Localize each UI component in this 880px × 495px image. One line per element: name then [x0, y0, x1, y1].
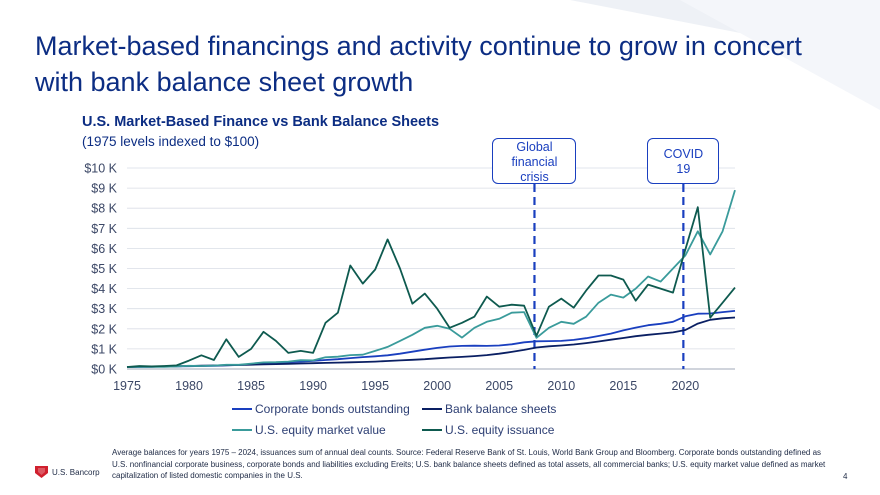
y-tick-label: $10 K [84, 162, 117, 176]
gfc-callout-line-2: financial [511, 155, 558, 169]
x-tick-label: 2005 [485, 379, 513, 393]
chart-title: U.S. Market-Based Finance vs Bank Balanc… [82, 114, 440, 130]
company-logo: U.S. Bancorp [35, 466, 100, 478]
equity-issuance-line [126, 206, 736, 368]
logo-text: U.S. Bancorp [52, 467, 100, 477]
y-tick-label: $1 K [91, 342, 117, 356]
legend-label-equity-value: U.S. equity market value [255, 423, 386, 437]
legend-swatch-bank-balance [422, 408, 442, 410]
gfc-callout-line-1: Global [516, 140, 553, 154]
legend-item-equity-issuance: U.S. equity issuance [422, 423, 554, 437]
decor-triangle-2 [680, 0, 880, 110]
bank-balance-line [126, 316, 736, 368]
y-tick-label: $6 K [91, 242, 117, 256]
x-tick-label: 2020 [671, 379, 699, 393]
y-tick-label: $8 K [91, 202, 117, 216]
x-tick-label: 1990 [299, 379, 327, 393]
line-chart: $0 K $1 K $2 K $3 K $4 K $5 K $6 K $7 K $8 K $9 K… [84, 162, 736, 393]
y-tick-label: $5 K [91, 262, 117, 276]
chart-subtitle: (1975 levels indexed to $100) [82, 134, 260, 149]
gfc-callout-line-3: crisis [520, 170, 549, 184]
legend-item-bank-balance: Bank balance sheets [422, 402, 556, 416]
equity-value-line [126, 189, 736, 368]
legend-swatch-equity-value [232, 429, 252, 431]
y-tick-label: $3 K [91, 302, 117, 316]
legend-label-bank-balance: Bank balance sheets [445, 402, 557, 416]
legend-swatch-equity-issuance [422, 429, 442, 431]
legend-item-corporate-bonds: Corporate bonds outstanding [232, 402, 410, 416]
page-number: 4 [843, 472, 848, 481]
legend-label-corporate-bonds: Corporate bonds outstanding [255, 402, 410, 416]
y-tick-label: $0 K [91, 363, 117, 377]
x-tick-label: 2010 [547, 379, 575, 393]
legend-swatch-corporate-bonds [232, 408, 252, 410]
x-tick-label: 1975 [113, 379, 141, 393]
x-tick-label: 1980 [175, 379, 203, 393]
y-tick-label: $7 K [91, 222, 117, 236]
y-tick-label: $4 K [91, 282, 117, 296]
page-title: Market-based financings and activity con… [35, 31, 802, 97]
covid-callout: COVID 19 [647, 138, 720, 184]
covid-callout-line-1: COVID [663, 147, 704, 161]
x-tick-label: 2015 [609, 379, 637, 393]
x-tick-label: 2000 [423, 379, 451, 393]
x-tick-label: 1995 [361, 379, 389, 393]
gfc-callout: Global financial crisis [492, 138, 577, 184]
covid-callout-line-2: 19 [676, 162, 691, 176]
x-tick-label: 1985 [237, 379, 265, 393]
shield-logo-icon [35, 466, 48, 478]
legend-label-equity-issuance: U.S. equity issuance [445, 423, 555, 437]
y-tick-label: $9 K [91, 182, 117, 196]
y-tick-label: $2 K [91, 322, 117, 336]
header-decoration [570, 0, 880, 110]
legend-item-equity-value: U.S. equity market value [232, 423, 386, 437]
footnote: Average balances for years 1975 – 2024, … [112, 448, 826, 481]
